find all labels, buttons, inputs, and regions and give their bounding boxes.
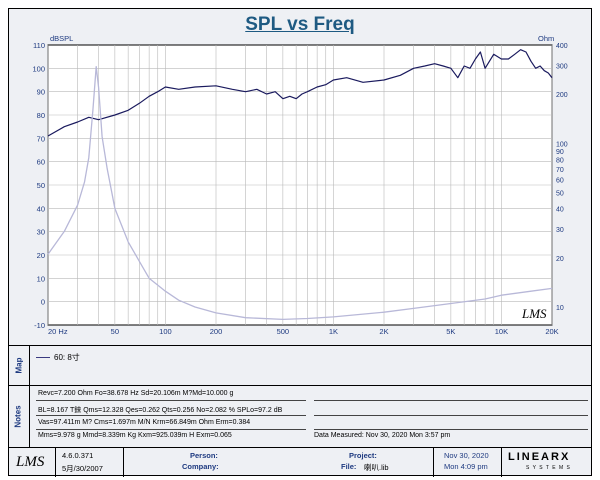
y-tick-label-left: 90 — [37, 88, 45, 97]
x-tick-label: 2K — [379, 327, 388, 336]
company-label: Company: — [182, 462, 219, 471]
chart-title: SPL vs Freq — [245, 14, 355, 35]
map-side-label: Map — [8, 345, 30, 385]
y-tick-label-left: 60 — [37, 158, 45, 167]
notes-band — [8, 385, 592, 447]
y-tick-label-left: -10 — [34, 321, 45, 330]
y-tick-label-right: 100 — [556, 141, 568, 148]
notes-side-label: Notes — [8, 385, 30, 447]
spl-curve — [47, 49, 553, 137]
y-tick-label-left: 100 — [32, 64, 45, 73]
y-tick-label-left: 50 — [37, 181, 45, 190]
x-tick-label: 20K — [545, 327, 558, 336]
y-tick-label-left: 30 — [37, 228, 45, 237]
project-label: Project: — [349, 451, 377, 460]
x-tick-label: 10K — [495, 327, 508, 336]
legend: 60: 8寸 — [36, 352, 80, 363]
y-tick-label-right: 400 — [556, 43, 568, 50]
footer-date: Nov 30, 2020 — [444, 451, 489, 460]
y-tick-label-right: 300 — [556, 63, 568, 70]
y-tick-label-right: 20 — [556, 256, 564, 263]
version-date: 5月/30/2007 — [62, 464, 103, 473]
y-tick-label-left: 80 — [37, 111, 45, 120]
x-tick-label: 20 Hz — [48, 327, 68, 336]
file-value: 喇叭.lib — [364, 463, 389, 472]
y-tick-label-left: 70 — [37, 134, 45, 143]
person-label: Person: — [190, 451, 218, 460]
file-label: File: — [341, 462, 357, 471]
y-tick-label-left: 0 — [41, 298, 45, 307]
y-tick-label-right: 80 — [556, 157, 564, 164]
footer-version-cell: 4.6.0.371 5月/30/2007 — [56, 448, 124, 477]
x-tick-label: 5K — [446, 327, 455, 336]
y-tick-label-left: 110 — [33, 41, 45, 50]
spl-chart: 1101009080706050403020100-10400300200100… — [32, 34, 568, 336]
y-tick-label-right: 40 — [556, 207, 564, 214]
y-tick-label-left: 20 — [37, 251, 45, 260]
data-measured: Data Measured: Nov 30, 2020 Mon 3:57 pm — [314, 432, 451, 439]
lms-logo: LMS — [16, 454, 45, 470]
x-tick-label: 1K — [329, 327, 338, 336]
footer-info-cell: Person: Company: Project: File: 喇叭.lib — [124, 448, 434, 477]
right-axis-unit: Ohm — [538, 34, 554, 43]
legend-swatch — [36, 357, 50, 358]
x-tick-label: 100 — [159, 327, 172, 336]
y-tick-label-right: 50 — [556, 191, 564, 198]
left-axis-unit: dBSPL — [50, 34, 73, 43]
note-line-4: Mms=9.978 g Mmd=8.339m Kg Kxm=925.039m H… — [38, 432, 232, 439]
note-line-1: Revc=7.200 Ohm Fo=38.678 Hz Sd=20.106m M… — [38, 390, 234, 397]
y-tick-label-right: 60 — [556, 178, 564, 185]
map-band — [8, 345, 592, 385]
y-tick-label-right: 200 — [556, 92, 568, 99]
footer-time: Mon 4:09 pm — [444, 462, 488, 471]
impedance-curve — [47, 65, 553, 321]
note-line-2: BL=8.167 T錸 Qms=12.328 Qes=0.262 Qts=0.2… — [38, 407, 283, 414]
footer-date-cell: Nov 30, 2020 Mon 4:09 pm — [434, 448, 502, 477]
y-tick-label-right: 90 — [556, 149, 564, 156]
version: 4.6.0.371 — [62, 451, 94, 460]
y-tick-label-right: 70 — [556, 167, 564, 174]
x-tick-label: 200 — [210, 327, 223, 336]
y-tick-label-right: 30 — [556, 227, 564, 234]
x-tick-label: 500 — [277, 327, 290, 336]
y-tick-label-left: 10 — [37, 274, 45, 283]
x-tick-label: 50 — [111, 327, 119, 336]
footer: LMS 4.6.0.371 5月/30/2007 Person: Company… — [8, 447, 592, 477]
linearx-logo: LINEARX S Y S T E M S — [508, 451, 571, 471]
note-line-3: Vas=97.411m M? Cms=1.697m M/N Krm=66.849… — [38, 419, 251, 426]
y-tick-label-right: 10 — [556, 305, 564, 312]
legend-label: 60: 8寸 — [54, 353, 80, 362]
y-tick-label-left: 40 — [37, 204, 45, 213]
footer-logo-cell: LMS — [8, 448, 56, 477]
lms-watermark: LMS — [521, 306, 547, 321]
